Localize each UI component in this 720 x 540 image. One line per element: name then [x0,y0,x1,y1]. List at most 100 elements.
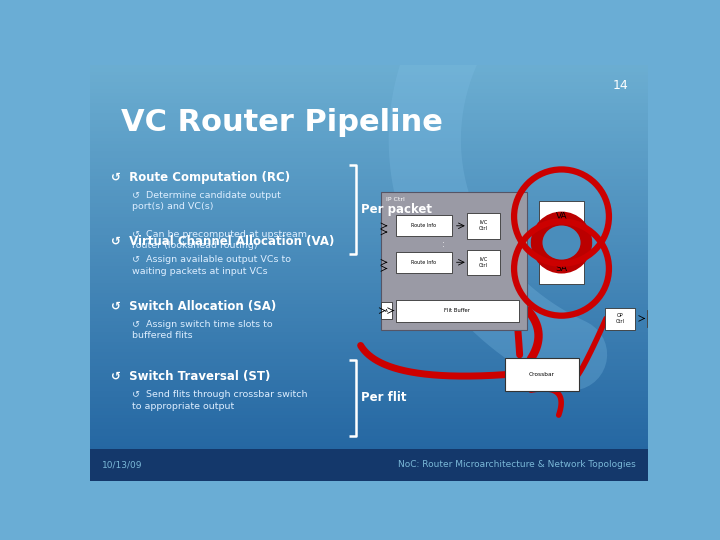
Bar [90,363,648,366]
Bar [90,252,648,255]
FancyBboxPatch shape [396,300,519,321]
FancyBboxPatch shape [396,252,452,273]
Bar [90,383,648,387]
Bar [90,325,648,328]
FancyBboxPatch shape [396,215,452,237]
Bar [90,453,648,456]
Text: Flit Buffer: Flit Buffer [444,308,470,313]
Bar [90,138,648,141]
Bar [90,158,648,162]
Text: :: : [441,240,444,248]
Bar [90,262,648,266]
Text: 10/13/09: 10/13/09 [102,460,143,469]
Bar [90,75,648,79]
Bar [90,346,648,349]
Bar [90,134,648,138]
Bar [90,404,648,408]
Bar [90,311,648,314]
Bar [90,183,648,186]
Bar [90,449,648,481]
FancyBboxPatch shape [467,213,500,239]
Text: NoC: Router Microarchitecture & Network Topologies: NoC: Router Microarchitecture & Network … [398,460,636,469]
Bar [90,477,648,481]
Bar [90,85,648,89]
Bar [90,103,648,106]
FancyBboxPatch shape [505,358,580,391]
Text: 14: 14 [613,79,629,92]
Bar [90,99,648,103]
Text: ↺  Switch Traversal (ST): ↺ Switch Traversal (ST) [111,370,271,383]
Bar [90,266,648,269]
Bar [90,72,648,75]
Bar [90,294,648,297]
Bar [90,283,648,287]
Text: A: A [385,308,388,313]
Bar [90,339,648,342]
Bar [90,397,648,401]
Bar [90,82,648,85]
Bar [90,304,648,307]
Bar [90,197,648,200]
Bar [90,148,648,151]
Bar [90,328,648,332]
Bar [90,120,648,124]
FancyBboxPatch shape [647,310,662,327]
Bar [90,401,648,404]
Bar [90,168,648,172]
Bar [90,366,648,370]
Bar [90,124,648,127]
Text: VA: VA [556,212,567,221]
Bar [90,415,648,418]
Bar [90,359,648,363]
Text: IP Ctrl: IP Ctrl [387,197,405,202]
Bar [90,411,648,415]
Bar [90,467,648,470]
Bar [90,373,648,377]
Bar [90,280,648,283]
Text: OP
Ctrl: OP Ctrl [616,313,624,324]
Bar [90,68,648,72]
Bar [90,408,648,411]
Bar [90,224,648,228]
Bar [90,425,648,429]
Bar [90,79,648,82]
Bar [90,207,648,210]
Bar [90,314,648,318]
Bar [90,463,648,467]
Bar [90,234,648,238]
Bar [90,332,648,335]
Bar [90,89,648,92]
Bar [90,131,648,134]
Bar [90,422,648,425]
Text: ↺  Switch Allocation (SA): ↺ Switch Allocation (SA) [111,300,276,313]
Bar [90,418,648,422]
Bar [90,151,648,155]
Bar [90,307,648,311]
Bar [90,321,648,325]
Bar [90,165,648,168]
Bar [90,442,648,446]
Bar [90,113,648,117]
Bar [90,162,648,165]
Bar [90,349,648,353]
Bar [90,259,648,262]
Text: Per flit: Per flit [361,392,406,404]
Bar [90,356,648,359]
FancyBboxPatch shape [539,201,584,232]
Bar [90,204,648,207]
Text: ↺  Determine candidate output
port(s) and VC(s): ↺ Determine candidate output port(s) and… [132,191,281,211]
Bar [90,96,648,99]
Bar [90,172,648,176]
FancyBboxPatch shape [381,302,392,319]
Text: Per packet: Per packet [361,203,431,216]
Text: ↺  Send flits through crossbar switch
to appropriate output: ↺ Send flits through crossbar switch to … [132,390,307,411]
Bar [90,335,648,339]
Bar [90,241,648,245]
Text: SA: SA [556,264,567,273]
Bar [90,470,648,474]
Bar [90,456,648,460]
Bar [90,429,648,432]
Bar [90,390,648,394]
Text: ↺  Assign switch time slots to
buffered flits: ↺ Assign switch time slots to buffered f… [132,320,272,340]
Bar [90,380,648,383]
